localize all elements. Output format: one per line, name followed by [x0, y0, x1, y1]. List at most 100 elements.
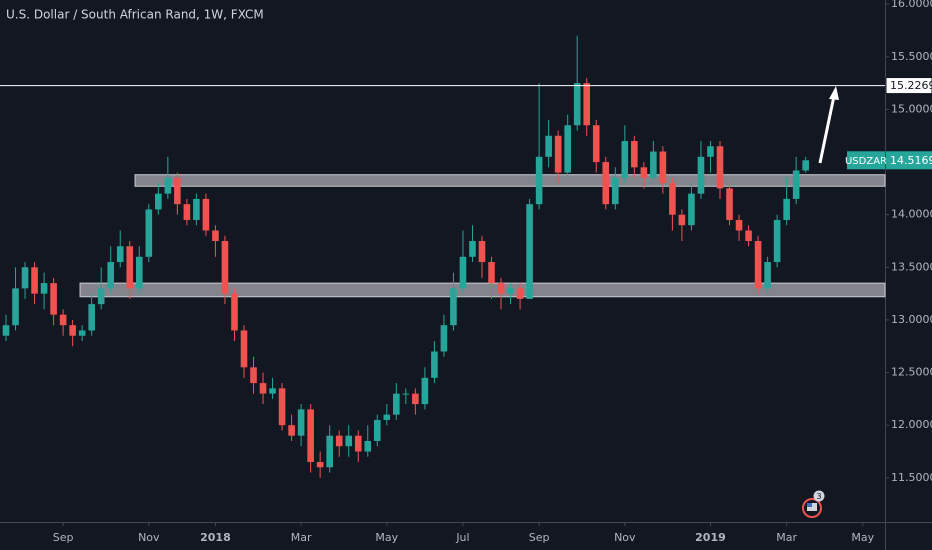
flag-canton [807, 503, 812, 507]
last-price-box [886, 151, 932, 170]
last-price-label: 14.51690 [890, 154, 932, 167]
candle-body [659, 151, 667, 184]
candle-body [40, 283, 48, 294]
candle-body [250, 367, 257, 384]
candle-body [783, 198, 790, 220]
candle-body [421, 377, 429, 405]
candle-body [269, 388, 276, 394]
candle-body [135, 256, 143, 289]
x-tick-label: 2019 [695, 531, 726, 544]
x-tick-label: May [375, 531, 398, 544]
candle-body [97, 288, 105, 305]
candle-body [478, 241, 486, 263]
candle-body [592, 125, 600, 163]
candle-body [459, 256, 467, 289]
candle-body [631, 141, 638, 168]
candle-body [611, 177, 619, 205]
event-flag[interactable]: 3 [802, 490, 825, 518]
candle-body [564, 125, 571, 173]
x-tick-label: 2018 [200, 531, 231, 544]
x-tick-label: Sep [529, 531, 550, 544]
candle-body [240, 330, 248, 368]
x-tick-label: Nov [138, 531, 160, 544]
candle-body [193, 198, 200, 220]
y-tick-label: 13.50000 [891, 260, 932, 273]
candle-body [602, 162, 610, 205]
candle-body [792, 170, 800, 199]
candle-body [307, 409, 314, 463]
candle-body [526, 204, 533, 299]
candle-body [107, 262, 115, 289]
y-tick-label: 12.50000 [891, 366, 932, 379]
candle-body [678, 214, 686, 226]
candle-body [231, 293, 238, 331]
candle-body [402, 393, 410, 395]
event-count: 3 [816, 492, 821, 501]
candle-body [2, 325, 10, 336]
x-tick-label: Sep [53, 531, 74, 544]
candle-body [650, 151, 657, 178]
candle-body [412, 393, 419, 405]
candle-body [697, 156, 705, 194]
candle-body [640, 167, 648, 178]
y-tick-label: 16.00000 [891, 0, 932, 10]
candle-body [116, 246, 124, 263]
event-badge [813, 490, 825, 502]
candle-body [354, 435, 362, 452]
candle-body [145, 209, 153, 257]
candle-body [688, 193, 695, 226]
y-tick-label: 15.50000 [891, 50, 932, 63]
x-tick-label: Mar [776, 531, 797, 544]
candle-body [335, 435, 343, 447]
candle-body [50, 283, 57, 315]
candle-body [573, 83, 581, 126]
x-tick-label: Jul [455, 531, 469, 544]
candle-body [669, 183, 676, 215]
candle-body [802, 160, 809, 171]
candle-body [469, 241, 476, 257]
candle-body [621, 141, 629, 178]
candle-body [507, 288, 514, 294]
candle-body [726, 188, 733, 220]
candle-body [345, 435, 353, 447]
candle-body [183, 204, 191, 220]
y-tick-label: 13.00000 [891, 313, 932, 326]
chart-title: U.S. Dollar / South African Rand, 1W, FX… [6, 8, 264, 22]
y-tick-label: 11.50000 [891, 471, 932, 484]
arrow [818, 95, 836, 164]
candle-body [69, 325, 76, 336]
y-tick-label: 14.00000 [891, 208, 932, 221]
candle-body [31, 267, 38, 294]
candle-body [364, 440, 372, 452]
candle-body [221, 241, 229, 294]
zone [79, 282, 886, 298]
candle-body [126, 246, 134, 289]
candle-body [316, 462, 324, 468]
candle-body [393, 393, 400, 415]
candle-body [583, 83, 591, 126]
candle-body [259, 383, 267, 394]
candle-body [554, 135, 562, 173]
plot-area [2, 35, 886, 478]
candle-body [21, 267, 29, 289]
candle-body [59, 314, 67, 326]
candle-body [764, 262, 771, 289]
candle-body [707, 146, 714, 157]
candle-body [212, 230, 219, 242]
symbol-label-box [847, 151, 885, 170]
candle-body [488, 262, 495, 284]
symbol-label: USDZAR [845, 156, 887, 167]
candle-body [297, 409, 305, 436]
candle-body [12, 288, 19, 326]
candle-body [716, 146, 724, 189]
candle-body [745, 230, 752, 242]
candle-body [88, 304, 95, 331]
candle-body [440, 325, 448, 352]
candle-body [773, 219, 781, 263]
candle-body [164, 177, 172, 194]
candle-body [450, 288, 457, 326]
x-tick-label: May [851, 531, 874, 544]
x-tick-label: Nov [614, 531, 636, 544]
